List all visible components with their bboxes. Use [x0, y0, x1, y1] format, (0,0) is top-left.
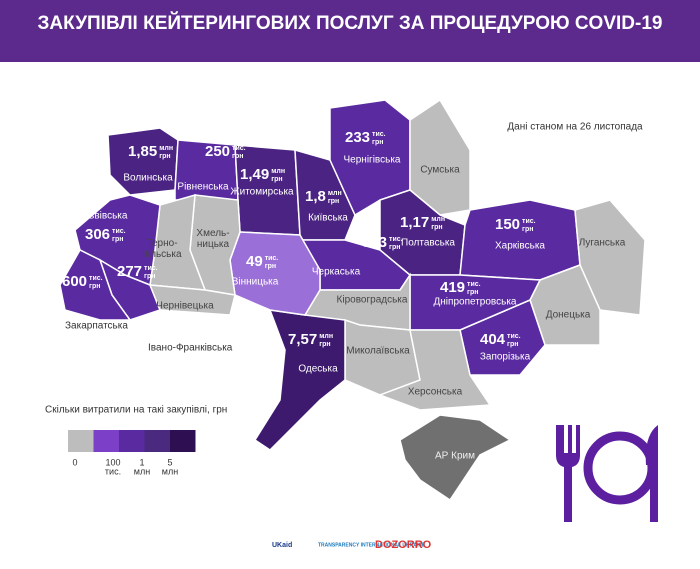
amount-unit: тис. — [112, 228, 126, 235]
logo: DOZORRO — [375, 539, 432, 551]
region-name: Житомирська — [230, 187, 294, 198]
legend-swatch — [68, 430, 94, 452]
legend-label: 1 — [139, 457, 144, 467]
amount-unit: грн — [319, 341, 330, 348]
amount-unit: грн — [328, 198, 339, 205]
amount-unit: тис. — [144, 265, 158, 272]
legend-swatch — [119, 430, 145, 452]
amount: 233 — [345, 129, 370, 146]
amount-unit: млн — [319, 333, 333, 340]
legend-label: млн — [162, 466, 178, 476]
amount-unit: грн — [522, 226, 533, 233]
amount-unit: тис. — [89, 275, 103, 282]
amount-unit: грн — [112, 236, 123, 243]
region-name: Харківська — [495, 241, 545, 252]
legend-swatch — [144, 430, 170, 452]
region — [399, 414, 512, 502]
amount-unit: тис. — [372, 131, 386, 138]
title-bar — [0, 0, 700, 62]
region-name: Закарпатська — [65, 321, 128, 332]
amount-unit: грн — [265, 263, 276, 270]
legend-label: 5 — [167, 457, 172, 467]
amount: 250 — [205, 143, 230, 160]
amount: 593 — [362, 234, 387, 251]
amount-unit: грн — [431, 224, 442, 231]
amount: 404 — [480, 331, 506, 348]
region-name: Хмель-ницька — [196, 228, 229, 250]
amount-unit: грн — [144, 273, 155, 280]
amount-unit: грн — [232, 153, 243, 160]
region — [148, 284, 236, 316]
amount: 1,49 — [240, 166, 269, 183]
region-name: Івано-Франківська — [148, 343, 233, 354]
region-name: Чернігівська — [344, 155, 401, 166]
region-name: Полтавська — [401, 238, 455, 249]
region-name: Дніпропетровська — [434, 297, 517, 308]
region-name: Запорізька — [480, 352, 531, 363]
region-name: Волинська — [123, 173, 173, 184]
region-name: Кіровоградська — [337, 295, 408, 306]
amount: 150 — [495, 216, 520, 233]
note: Дані станом на 26 листопада — [507, 122, 643, 133]
legend-swatch — [170, 430, 196, 452]
amount-unit: грн — [89, 283, 100, 290]
region-name: Черкаська — [312, 267, 361, 278]
logos: UKaid TRANSPARENCY INTERNATIONAL UKRAINED… — [272, 539, 432, 551]
amount-unit: млн — [431, 216, 445, 223]
amount-unit: грн — [372, 139, 383, 146]
amount-unit: тис. — [265, 255, 279, 262]
amount-unit: грн — [507, 341, 518, 348]
amount: 7,57 — [288, 331, 317, 348]
amount-unit: млн — [328, 190, 342, 197]
region-name: Донецька — [546, 310, 591, 321]
region-name: Київська — [308, 213, 348, 224]
region — [377, 329, 492, 411]
logo: UKaid — [272, 542, 292, 549]
amount: 306 — [85, 226, 110, 243]
amount-unit: млн — [271, 168, 285, 175]
region-name: Сумська — [420, 165, 460, 176]
legend-swatch — [93, 430, 119, 452]
amount-unit: грн — [159, 153, 170, 160]
amount-unit: грн — [271, 176, 282, 183]
region-name: Херсонська — [408, 387, 463, 398]
legend-label: 0 — [72, 457, 77, 467]
region-name: Рівненська — [177, 182, 229, 193]
region-name: АР Крим — [435, 451, 475, 462]
region — [253, 309, 346, 451]
legend-title: Скільки витратили на такі закупівлі, грн — [45, 405, 227, 416]
legend-label: млн — [134, 466, 150, 476]
amount: 600 — [62, 273, 87, 290]
amount: 419 — [440, 279, 465, 296]
region-name: Вінницька — [232, 277, 279, 288]
amount-unit: тис. — [467, 281, 481, 288]
legend-label: тис. — [105, 466, 121, 476]
region-name: Луганська — [579, 238, 626, 249]
amount: 1,17 — [400, 214, 429, 231]
amount: 1,85 — [128, 143, 157, 160]
amount-unit: тис. — [389, 236, 403, 243]
catering-icon — [556, 425, 658, 522]
region-name: Терно-пільська — [142, 238, 181, 260]
region-name: Одеська — [298, 364, 338, 375]
logo: TRANSPARENCY INTERNATIONAL UKRAINE — [318, 542, 426, 548]
amount-unit: тис. — [507, 333, 521, 340]
region — [59, 249, 132, 321]
amount-unit: тис. — [522, 218, 536, 225]
region-name: Миколаївська — [346, 346, 410, 357]
amount-unit: тис. — [232, 145, 246, 152]
region-name: Львівська — [83, 211, 128, 222]
amount-unit: млн — [159, 145, 173, 152]
amount: 49 — [246, 253, 263, 270]
amount-unit: грн — [467, 289, 478, 296]
region-name: Чернівецька — [156, 301, 214, 312]
legend-label: 100 — [105, 457, 120, 467]
amount: 277 — [117, 263, 142, 280]
amount-unit: грн — [389, 244, 400, 251]
amount: 1,8 — [305, 188, 326, 205]
title: ЗАКУПІВЛІ КЕЙТЕРИНГОВИХ ПОСЛУГ ЗА ПРОЦЕД… — [38, 12, 663, 34]
